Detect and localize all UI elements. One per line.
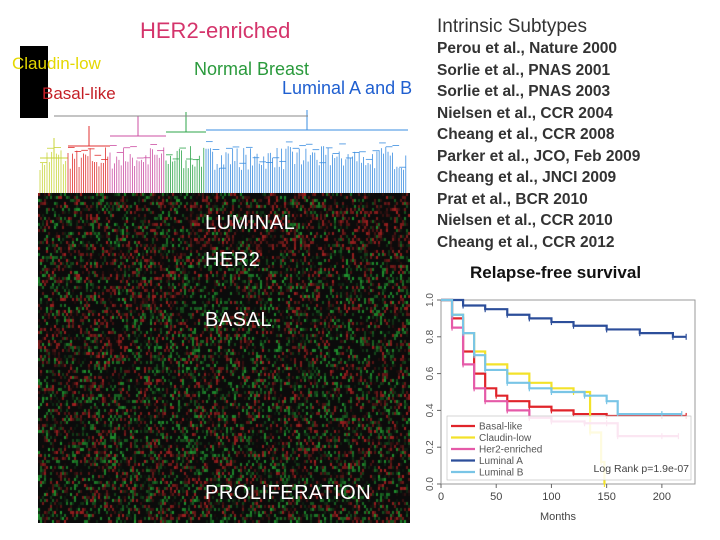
y-tick-label: 0.6	[425, 366, 436, 380]
heatmap-label-luminal: LUMINAL	[205, 212, 296, 234]
heatmap-label-her2: HER2	[205, 249, 261, 271]
legend-label: Her2-enriched	[479, 445, 542, 456]
y-tick-label: 1.0	[425, 293, 436, 307]
x-tick-label: 50	[490, 491, 502, 503]
x-tick-label: 0	[438, 491, 444, 503]
reference-item: Nielsen et al., CCR 2010	[437, 212, 613, 229]
reference-item: Sorlie et al., PNAS 2003	[437, 83, 611, 100]
heatmap-label-proliferation: PROLIFERATION	[205, 482, 372, 504]
heatmap-canvas	[38, 193, 410, 523]
claudin-low-label: Claudin-low	[12, 54, 101, 73]
legend-label: Luminal B	[479, 468, 524, 479]
x-tick-label: 100	[542, 491, 560, 503]
heatmap-label-basal: BASAL	[205, 309, 272, 331]
y-tick-label: 0.8	[425, 329, 436, 343]
legend-label: Claudin-low	[479, 433, 532, 444]
y-tick-label: 0.2	[425, 440, 436, 454]
reference-item: Perou et al., Nature 2000	[437, 40, 618, 57]
expression-heatmap	[38, 193, 410, 523]
reference-item: Nielsen et al., CCR 2004	[437, 104, 613, 122]
y-tick-label: 0.0	[425, 477, 436, 491]
intrinsic-subtypes-title: Intrinsic Subtypes	[437, 16, 587, 37]
legend-box	[446, 415, 692, 481]
reference-item: Sorlie et al., PNAS 2001	[437, 61, 611, 79]
normal-breast-label: Normal Breast	[194, 59, 310, 79]
basal-like-label: Basal-like	[42, 84, 116, 103]
survival-title: Relapse-free survival	[470, 263, 642, 282]
legend-label: Luminal A	[479, 456, 523, 467]
reference-item: Cheang et al., CCR 2008	[437, 126, 615, 143]
reference-item: Prat et al., BCR 2010	[437, 190, 588, 208]
x-tick-label: 200	[653, 491, 671, 503]
claudin-low-box	[20, 46, 48, 118]
reference-item: Cheang et al., CCR 2012	[437, 233, 615, 251]
x-axis-label: Months	[540, 511, 577, 523]
her2-enriched-label: HER2-enriched	[140, 18, 291, 43]
log-rank-annotation: Log Rank p=1.9e-07	[594, 463, 690, 475]
survival-chart: 0.0 0.2 0.4 0.6 0.8 1.0 0 50 100 150 200 Months Basa…	[425, 293, 696, 523]
y-tick-label: 0.4	[425, 403, 436, 417]
reference-item: Parker et al., JCO, Feb 2009	[437, 147, 641, 165]
reference-item: Cheang et al., JNCI 2009	[437, 169, 617, 186]
x-tick-label: 150	[597, 491, 615, 503]
series-line	[441, 298, 682, 416]
dendrogram	[39, 110, 408, 194]
legend-label: Basal-like	[479, 422, 523, 433]
luminal-ab-label: Luminal A and B	[282, 78, 413, 98]
